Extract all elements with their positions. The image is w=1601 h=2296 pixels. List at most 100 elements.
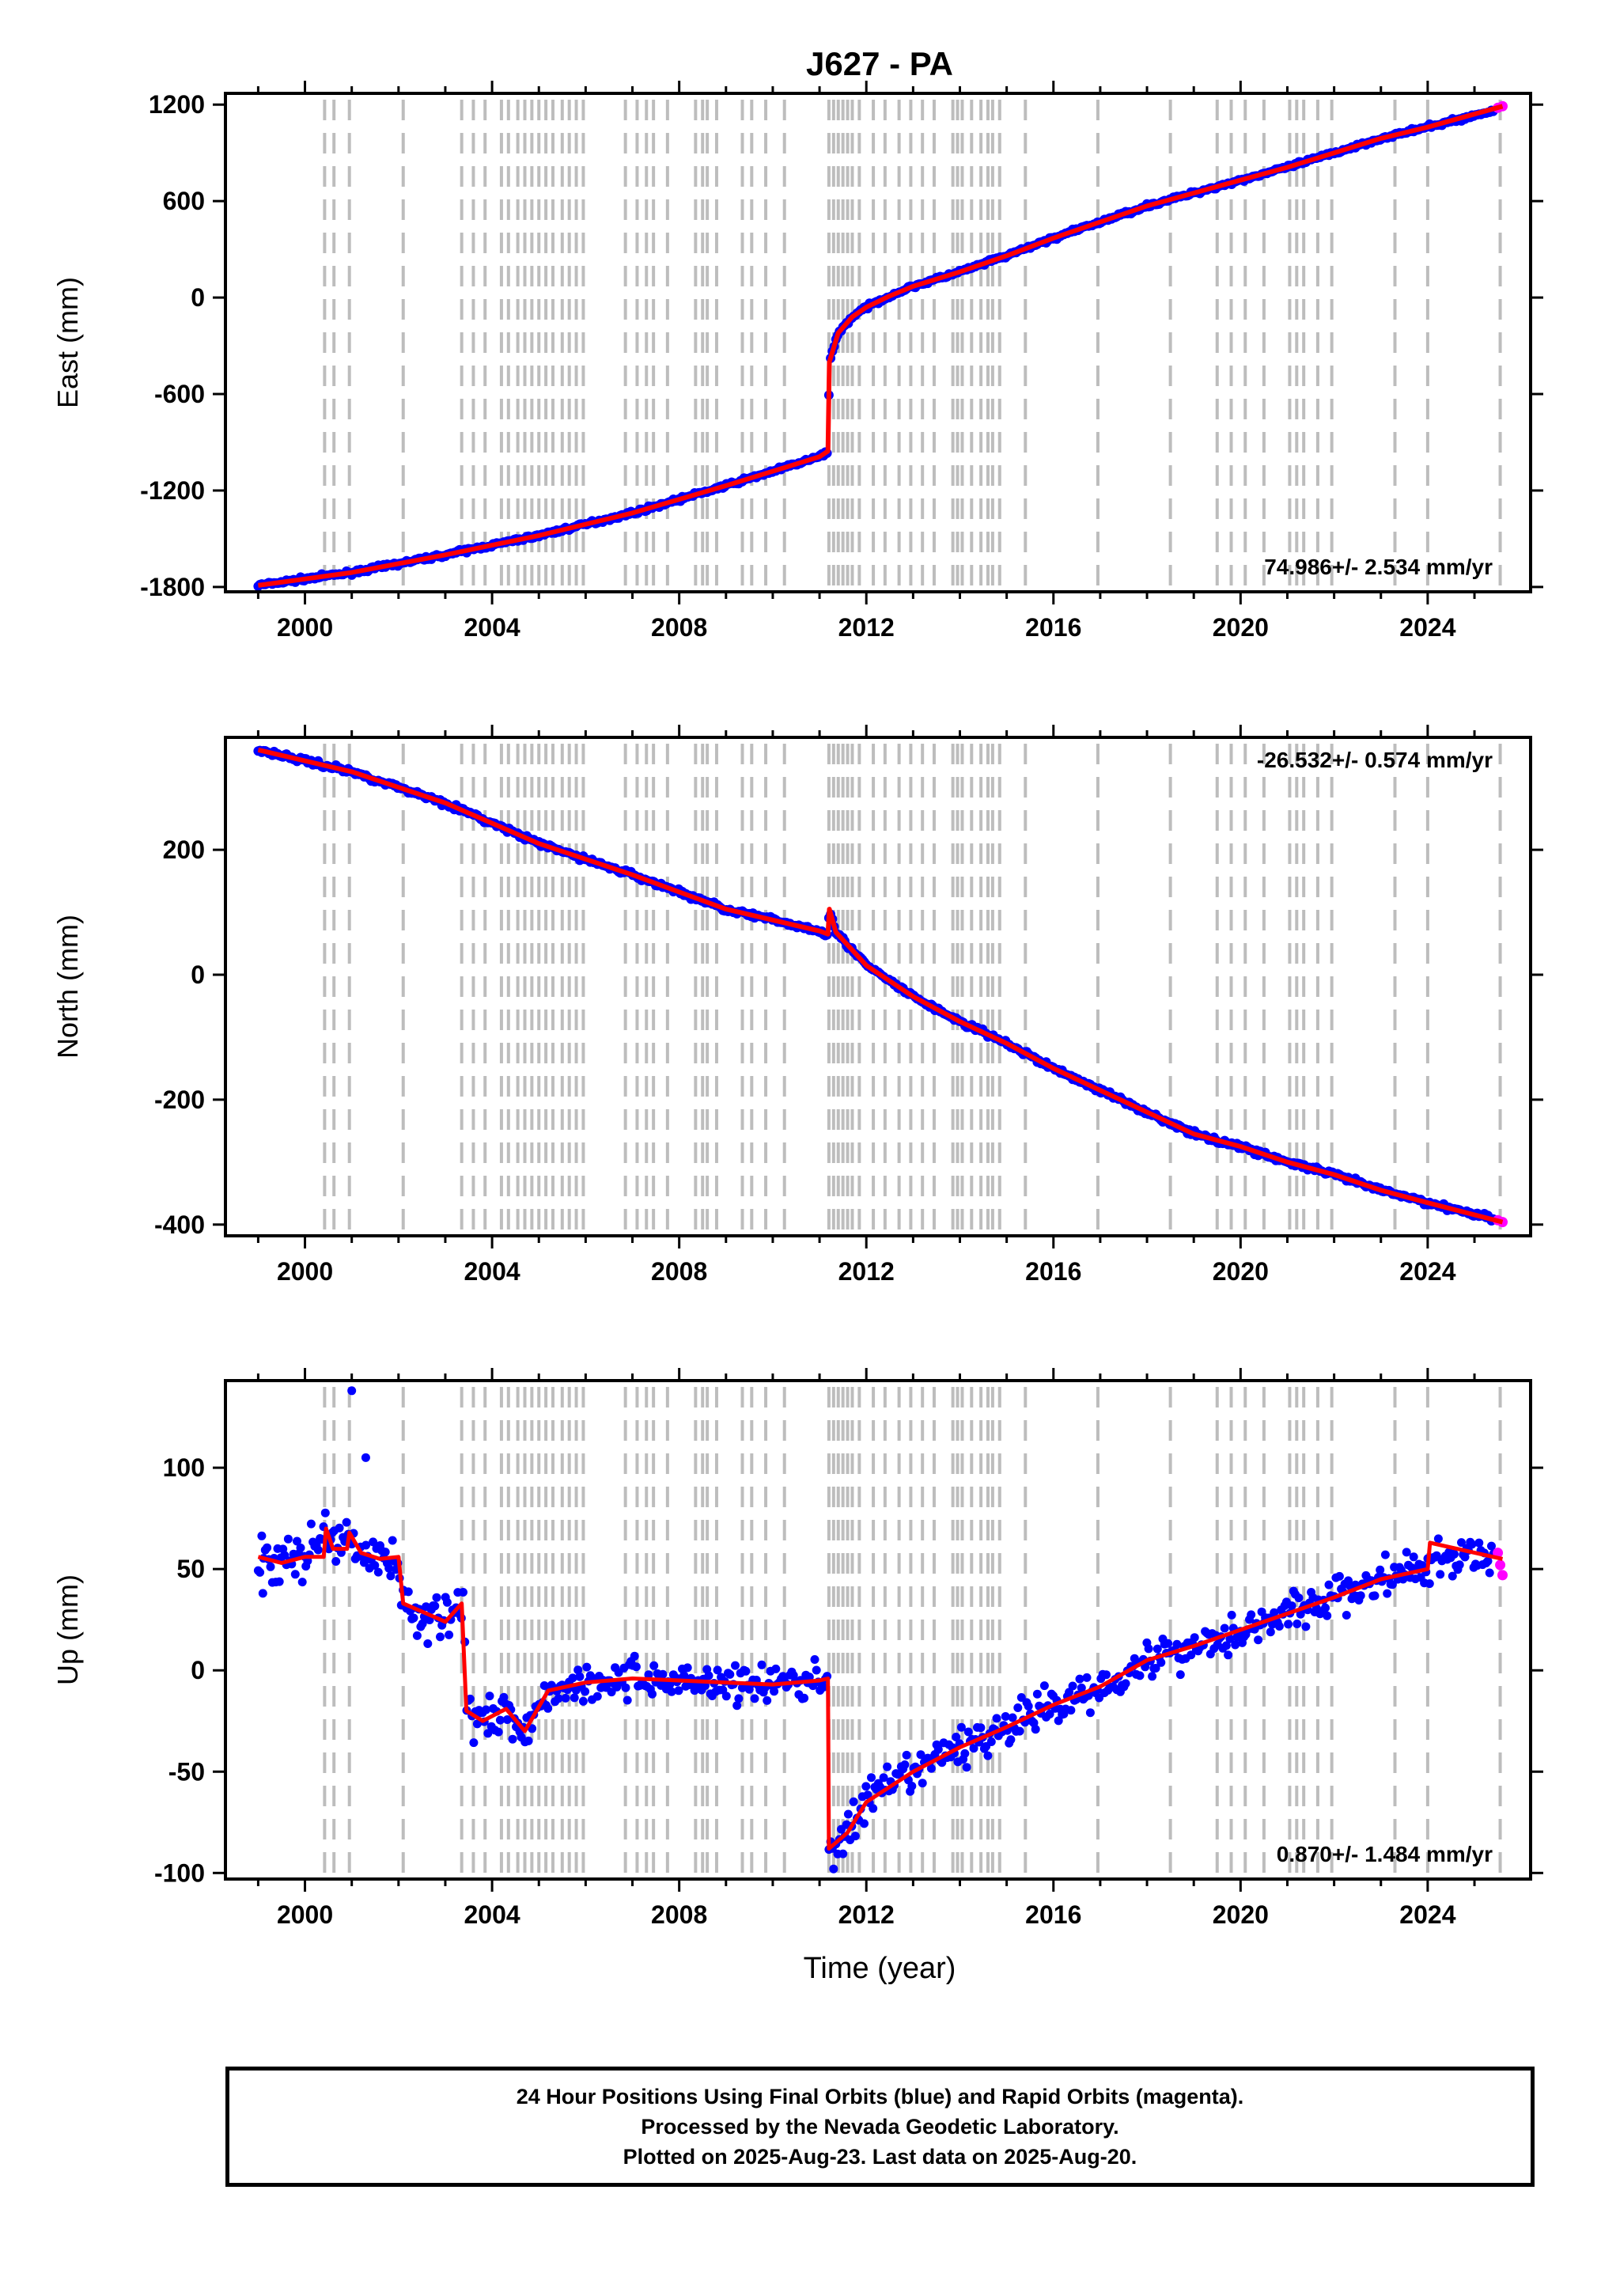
data-point bbox=[725, 1669, 735, 1679]
y-axis: -1800 -1200 -600 0 600 1200 bbox=[140, 90, 1543, 601]
data-point bbox=[495, 1715, 505, 1725]
data-point bbox=[369, 1537, 378, 1547]
data-point bbox=[1225, 1634, 1235, 1643]
data-point bbox=[849, 1797, 858, 1806]
data-point bbox=[1474, 1538, 1484, 1548]
data-point bbox=[290, 1570, 300, 1579]
data-point bbox=[867, 1773, 876, 1783]
rapid-orbit-point bbox=[1495, 1559, 1506, 1570]
x-axis: 2000 2004 2008 2012 2016 2020 2024 bbox=[256, 1368, 1476, 1929]
data-point bbox=[1039, 1681, 1049, 1691]
data-point bbox=[430, 1601, 440, 1611]
data-point bbox=[436, 1632, 445, 1642]
data-point bbox=[986, 1737, 996, 1746]
data-point bbox=[902, 1750, 911, 1760]
data-point bbox=[1224, 1650, 1233, 1660]
data-point bbox=[631, 1662, 641, 1672]
data-point bbox=[274, 1577, 284, 1586]
rate-annotation: 0.870+/- 1.484 mm/yr bbox=[1277, 1842, 1493, 1866]
x-tick-label: 2024 bbox=[1399, 1900, 1455, 1929]
data-point bbox=[1148, 1672, 1157, 1681]
data-point bbox=[483, 1729, 493, 1738]
y-tick-label: 100 bbox=[163, 1453, 205, 1482]
data-point bbox=[621, 1683, 630, 1692]
y-axis-label: East (mm) bbox=[51, 277, 84, 408]
data-point bbox=[644, 1670, 653, 1680]
data-point bbox=[956, 1722, 966, 1732]
data-point bbox=[1221, 1641, 1231, 1650]
data-point bbox=[658, 1669, 668, 1679]
data-point bbox=[992, 1714, 1001, 1723]
observations bbox=[253, 1386, 1508, 1874]
x-tick-label: 2016 bbox=[1025, 1900, 1081, 1929]
data-point bbox=[810, 1655, 819, 1664]
data-point bbox=[879, 1773, 888, 1783]
x-tick-label: 2020 bbox=[1213, 613, 1269, 642]
event-lines bbox=[323, 100, 1502, 589]
data-point bbox=[331, 1557, 341, 1566]
data-point bbox=[1301, 1622, 1311, 1631]
data-point bbox=[1032, 1689, 1042, 1699]
y-tick-label: -50 bbox=[168, 1757, 205, 1786]
y-tick-label: -600 bbox=[154, 380, 205, 408]
data-point bbox=[1380, 1550, 1390, 1559]
y-tick-label: -200 bbox=[154, 1085, 205, 1114]
data-point bbox=[731, 1661, 740, 1670]
data-point bbox=[432, 1593, 441, 1602]
data-point bbox=[1460, 1552, 1470, 1562]
data-point bbox=[296, 1543, 305, 1552]
data-point bbox=[361, 1540, 371, 1550]
data-point bbox=[1274, 1622, 1284, 1631]
data-point bbox=[1376, 1565, 1385, 1574]
data-point bbox=[741, 1666, 751, 1676]
data-point bbox=[335, 1523, 344, 1533]
data-point bbox=[883, 1762, 892, 1771]
rapid-orbit-point bbox=[1497, 1570, 1508, 1581]
y-tick-label: 600 bbox=[163, 187, 205, 215]
data-point bbox=[255, 1567, 265, 1577]
x-tick-label: 2012 bbox=[838, 1257, 895, 1286]
data-point bbox=[1164, 1639, 1173, 1648]
data-point bbox=[1383, 1589, 1392, 1598]
data-point bbox=[412, 1631, 422, 1640]
data-point bbox=[757, 1660, 766, 1669]
data-point bbox=[508, 1734, 517, 1744]
data-point bbox=[900, 1760, 910, 1769]
data-point bbox=[1151, 1664, 1160, 1673]
data-point bbox=[1370, 1591, 1380, 1601]
data-point bbox=[313, 1545, 323, 1555]
data-point bbox=[1294, 1593, 1304, 1603]
data-point bbox=[1075, 1674, 1084, 1684]
data-point bbox=[1077, 1683, 1086, 1692]
data-point bbox=[1457, 1538, 1466, 1548]
data-point bbox=[812, 1665, 821, 1675]
x-tick-label: 2012 bbox=[838, 613, 895, 642]
data-point bbox=[1387, 1580, 1397, 1589]
observations bbox=[253, 100, 1508, 591]
data-point bbox=[570, 1693, 579, 1703]
x-tick-label: 2004 bbox=[464, 1257, 520, 1286]
x-tick-label: 2020 bbox=[1213, 1257, 1269, 1286]
y-tick-label: 0 bbox=[191, 1656, 205, 1684]
data-point bbox=[485, 1692, 494, 1701]
data-point bbox=[843, 1809, 853, 1819]
model-line bbox=[257, 1526, 1504, 1851]
data-point bbox=[1102, 1670, 1111, 1680]
y-tick-label: -1200 bbox=[140, 476, 205, 505]
data-point bbox=[819, 1682, 828, 1692]
data-point bbox=[860, 1819, 869, 1828]
x-axis-label: Time (year) bbox=[804, 1952, 956, 1985]
data-point bbox=[933, 1745, 943, 1754]
data-point bbox=[1066, 1706, 1076, 1715]
observations bbox=[253, 745, 1508, 1228]
outlier-point bbox=[347, 1386, 357, 1396]
north-panel: 2000 2004 2008 2012 2016 2020 2024 -400 -200 0 200… bbox=[51, 725, 1543, 1286]
y-tick-label: 1200 bbox=[149, 90, 205, 119]
y-tick-label: -400 bbox=[154, 1211, 205, 1239]
data-point bbox=[665, 1680, 675, 1689]
outlier-point bbox=[361, 1453, 370, 1462]
data-point bbox=[388, 1536, 397, 1545]
data-point bbox=[850, 1832, 860, 1841]
x-tick-label: 2012 bbox=[838, 1900, 895, 1929]
